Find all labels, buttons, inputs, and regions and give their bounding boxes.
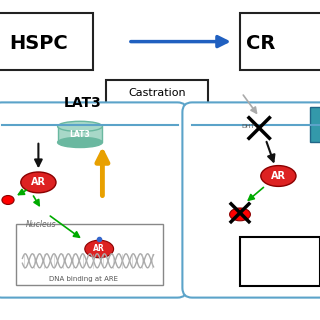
Bar (106, 80, 208, 106)
Text: LAT3: LAT3 (70, 130, 90, 139)
Ellipse shape (2, 196, 14, 204)
Text: AR: AR (93, 244, 105, 253)
FancyBboxPatch shape (182, 102, 320, 298)
Ellipse shape (21, 172, 56, 193)
Bar (16, 224, 163, 285)
Text: DHT: DHT (242, 124, 255, 129)
Bar (0, 13, 93, 70)
Text: LAT3: LAT3 (64, 96, 102, 110)
FancyBboxPatch shape (0, 102, 187, 298)
Bar (240, 237, 320, 286)
Ellipse shape (230, 208, 251, 221)
Text: CR: CR (246, 34, 276, 53)
Text: AR: AR (271, 171, 286, 181)
Text: Nucleus: Nucleus (26, 220, 56, 229)
Ellipse shape (58, 121, 102, 132)
Bar (58, 126, 102, 142)
Bar (240, 13, 320, 70)
Ellipse shape (261, 166, 296, 186)
Text: DNA binding at ARE: DNA binding at ARE (49, 276, 118, 282)
Bar (310, 107, 320, 142)
Text: Castration: Castration (128, 88, 186, 98)
Text: AR: AR (31, 177, 46, 188)
Ellipse shape (58, 137, 102, 148)
Ellipse shape (85, 240, 114, 258)
Text: HSPC: HSPC (10, 34, 68, 53)
